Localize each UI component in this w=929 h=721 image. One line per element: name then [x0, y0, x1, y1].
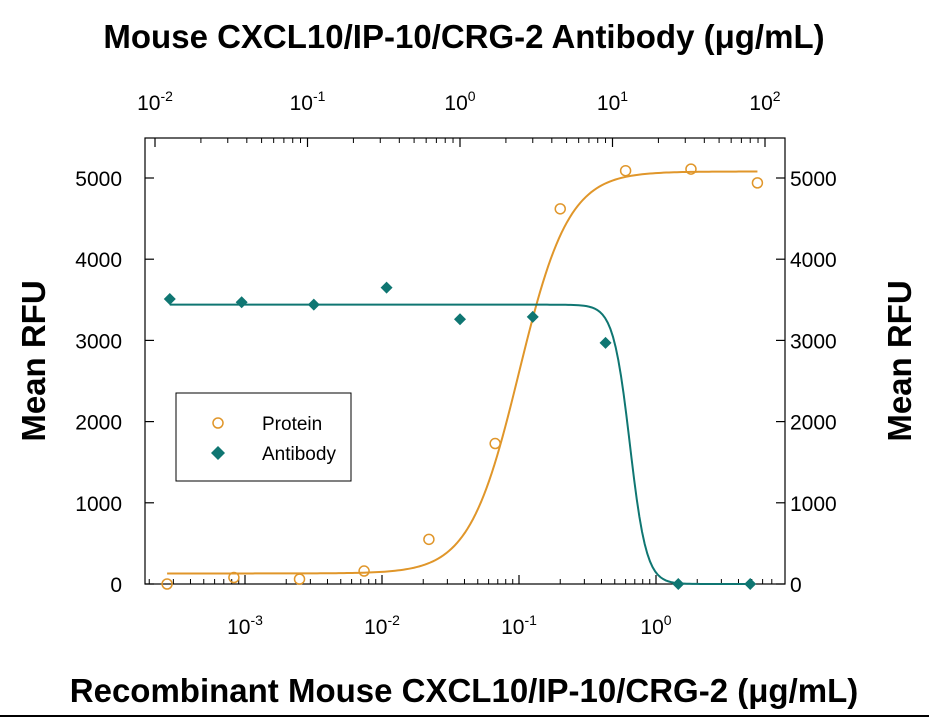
top-tick-label-exp: -2 — [160, 88, 173, 104]
bottom-tick-label-base: 10 — [364, 616, 387, 639]
protein-point — [619, 164, 632, 177]
antibody-fit-curve — [169, 303, 751, 585]
protein-point — [423, 533, 435, 546]
top-tick-label-base: 10 — [290, 92, 313, 115]
antibody-point — [307, 298, 320, 311]
top-tick-label: 102 — [749, 88, 780, 115]
bottom-tick-label-base: 10 — [640, 616, 663, 639]
y-left-tick-label: 1000 — [75, 493, 122, 516]
bottom-rule — [0, 715, 929, 717]
y-right-tick-label: 1000 — [790, 493, 837, 516]
y-left-tick-label: 4000 — [75, 249, 122, 272]
top-tick-label: 10-1 — [290, 88, 326, 115]
y-left-tick-label: 5000 — [75, 168, 122, 191]
antibody-point — [380, 281, 393, 294]
legend-box — [175, 392, 352, 482]
top-tick-label: 101 — [597, 88, 628, 115]
top-tick-label: 100 — [444, 88, 475, 115]
top-tick-label-base: 10 — [444, 92, 467, 115]
top-tick-label-exp: 1 — [620, 88, 628, 104]
y-right-tick-label: 5000 — [790, 168, 837, 191]
bottom-tick-label: 100 — [640, 612, 671, 639]
bottom-tick-label-base: 10 — [501, 616, 524, 639]
legend-antibody-marker — [211, 446, 225, 460]
top-tick-label-base: 10 — [749, 92, 772, 115]
bottom-tick-label-exp: -1 — [524, 612, 537, 628]
bottom-tick-label-exp: -2 — [387, 612, 400, 628]
top-tick-label-exp: 0 — [468, 88, 476, 104]
antibody-point — [526, 310, 539, 323]
bottom-axis-title: Recombinant Mouse CXCL10/IP-10/CRG-2 (μg… — [70, 672, 858, 709]
antibody-point — [744, 578, 757, 590]
protein-point — [554, 203, 566, 215]
y-axis-title-left: Mean RFU — [15, 280, 52, 441]
antibody-point — [454, 313, 466, 326]
antibody-point — [672, 578, 685, 590]
bottom-tick-label-base: 10 — [227, 616, 250, 639]
legend-protein-marker — [212, 417, 224, 429]
protein-point — [161, 578, 173, 590]
top-tick-label-base: 10 — [137, 92, 160, 115]
protein-point — [751, 177, 764, 189]
protein-point — [489, 437, 501, 450]
antibody-point — [599, 336, 612, 349]
protein-point — [228, 571, 240, 584]
antibody-point — [235, 296, 248, 309]
protein-fit-curve — [167, 170, 758, 575]
legend-antibody-label: Antibody — [262, 444, 336, 465]
top-tick-label-base: 10 — [597, 92, 620, 115]
bottom-tick-label: 10-3 — [227, 612, 263, 639]
legend: Protein Antibody — [175, 392, 352, 482]
protein-point — [293, 573, 306, 585]
top-axis-title: Mouse CXCL10/IP-10/CRG-2 Antibody (μg/mL… — [103, 18, 824, 55]
top-tick-label-exp: -1 — [313, 88, 326, 104]
plot-frame — [144, 137, 786, 585]
points-layer — [161, 163, 764, 590]
y-right-tick-label: 4000 — [790, 249, 837, 272]
y-right-tick-label: 0 — [790, 574, 802, 597]
protein-point — [685, 163, 697, 175]
antibody-point — [163, 292, 176, 305]
bottom-tick-label-exp: 0 — [664, 612, 672, 628]
y-right-tick-label: 3000 — [790, 330, 837, 353]
top-tick-label: 10-2 — [137, 88, 173, 115]
y-right-tick-label: 2000 — [790, 412, 837, 435]
protein-point — [358, 565, 370, 577]
y-axis-title-right: Mean RFU — [881, 280, 918, 441]
legend-protein-label: Protein — [262, 414, 322, 435]
top-tick-label-exp: 2 — [773, 88, 781, 104]
curves-layer — [167, 170, 758, 585]
bottom-tick-label: 10-1 — [501, 612, 537, 639]
bottom-tick-label-exp: -3 — [250, 612, 263, 628]
y-left-tick-label: 2000 — [75, 412, 122, 435]
bottom-tick-label: 10-2 — [364, 612, 400, 639]
y-left-tick-label: 3000 — [75, 330, 122, 353]
y-left-tick-label: 0 — [110, 574, 122, 597]
